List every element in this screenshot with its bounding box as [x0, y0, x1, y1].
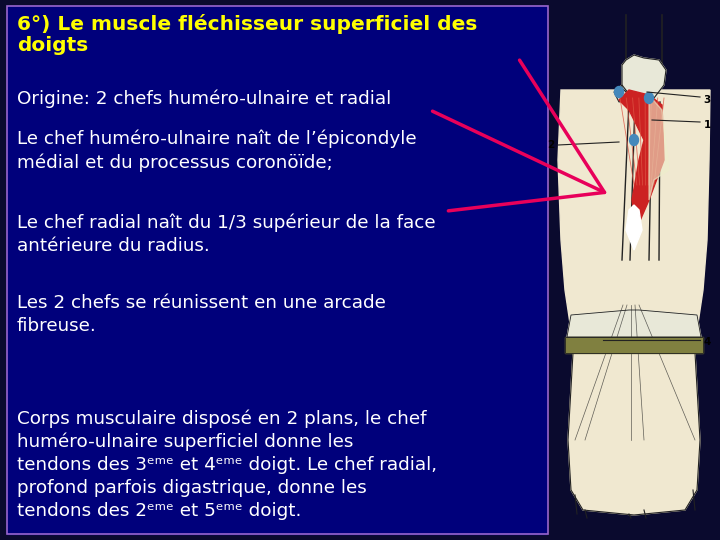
- Text: doigts: doigts: [17, 36, 89, 55]
- Bar: [7, 6, 548, 534]
- Text: Corps musculaire disposé en 2 plans, le chef
huméro-ulnaire superficiel donne le: Corps musculaire disposé en 2 plans, le …: [17, 409, 437, 520]
- Text: 6°) Le muscle fléchisseur superficiel des: 6°) Le muscle fléchisseur superficiel de…: [17, 14, 477, 34]
- Polygon shape: [626, 205, 642, 250]
- Bar: [565, 337, 703, 353]
- Text: Le chef radial naît du 1/3 supérieur de la face
antérieure du radius.: Le chef radial naît du 1/3 supérieur de …: [17, 214, 436, 255]
- Polygon shape: [567, 310, 701, 337]
- Text: 1: 1: [703, 120, 711, 130]
- Text: Les 2 chefs se réunissent en une arcade
fibreuse.: Les 2 chefs se réunissent en une arcade …: [17, 294, 386, 335]
- Text: 3: 3: [703, 95, 711, 105]
- Text: Origine: 2 chefs huméro-ulnaire et radial: Origine: 2 chefs huméro-ulnaire et radia…: [17, 90, 391, 108]
- Bar: [7, 6, 548, 534]
- Ellipse shape: [629, 134, 639, 145]
- Polygon shape: [614, 85, 632, 102]
- Polygon shape: [568, 353, 700, 515]
- FancyArrowPatch shape: [433, 60, 605, 211]
- Polygon shape: [649, 95, 669, 200]
- Bar: [548, 0, 720, 540]
- Text: 4: 4: [703, 337, 711, 347]
- Polygon shape: [558, 90, 710, 355]
- Ellipse shape: [644, 92, 654, 104]
- Polygon shape: [622, 55, 666, 102]
- Polygon shape: [619, 90, 664, 230]
- Text: 2: 2: [547, 140, 554, 150]
- Text: Le chef huméro-ulnaire naît de l’épicondyle
médial et du processus coronöïde;: Le chef huméro-ulnaire naît de l’épicond…: [17, 130, 417, 172]
- Bar: [565, 337, 703, 353]
- Ellipse shape: [614, 86, 624, 98]
